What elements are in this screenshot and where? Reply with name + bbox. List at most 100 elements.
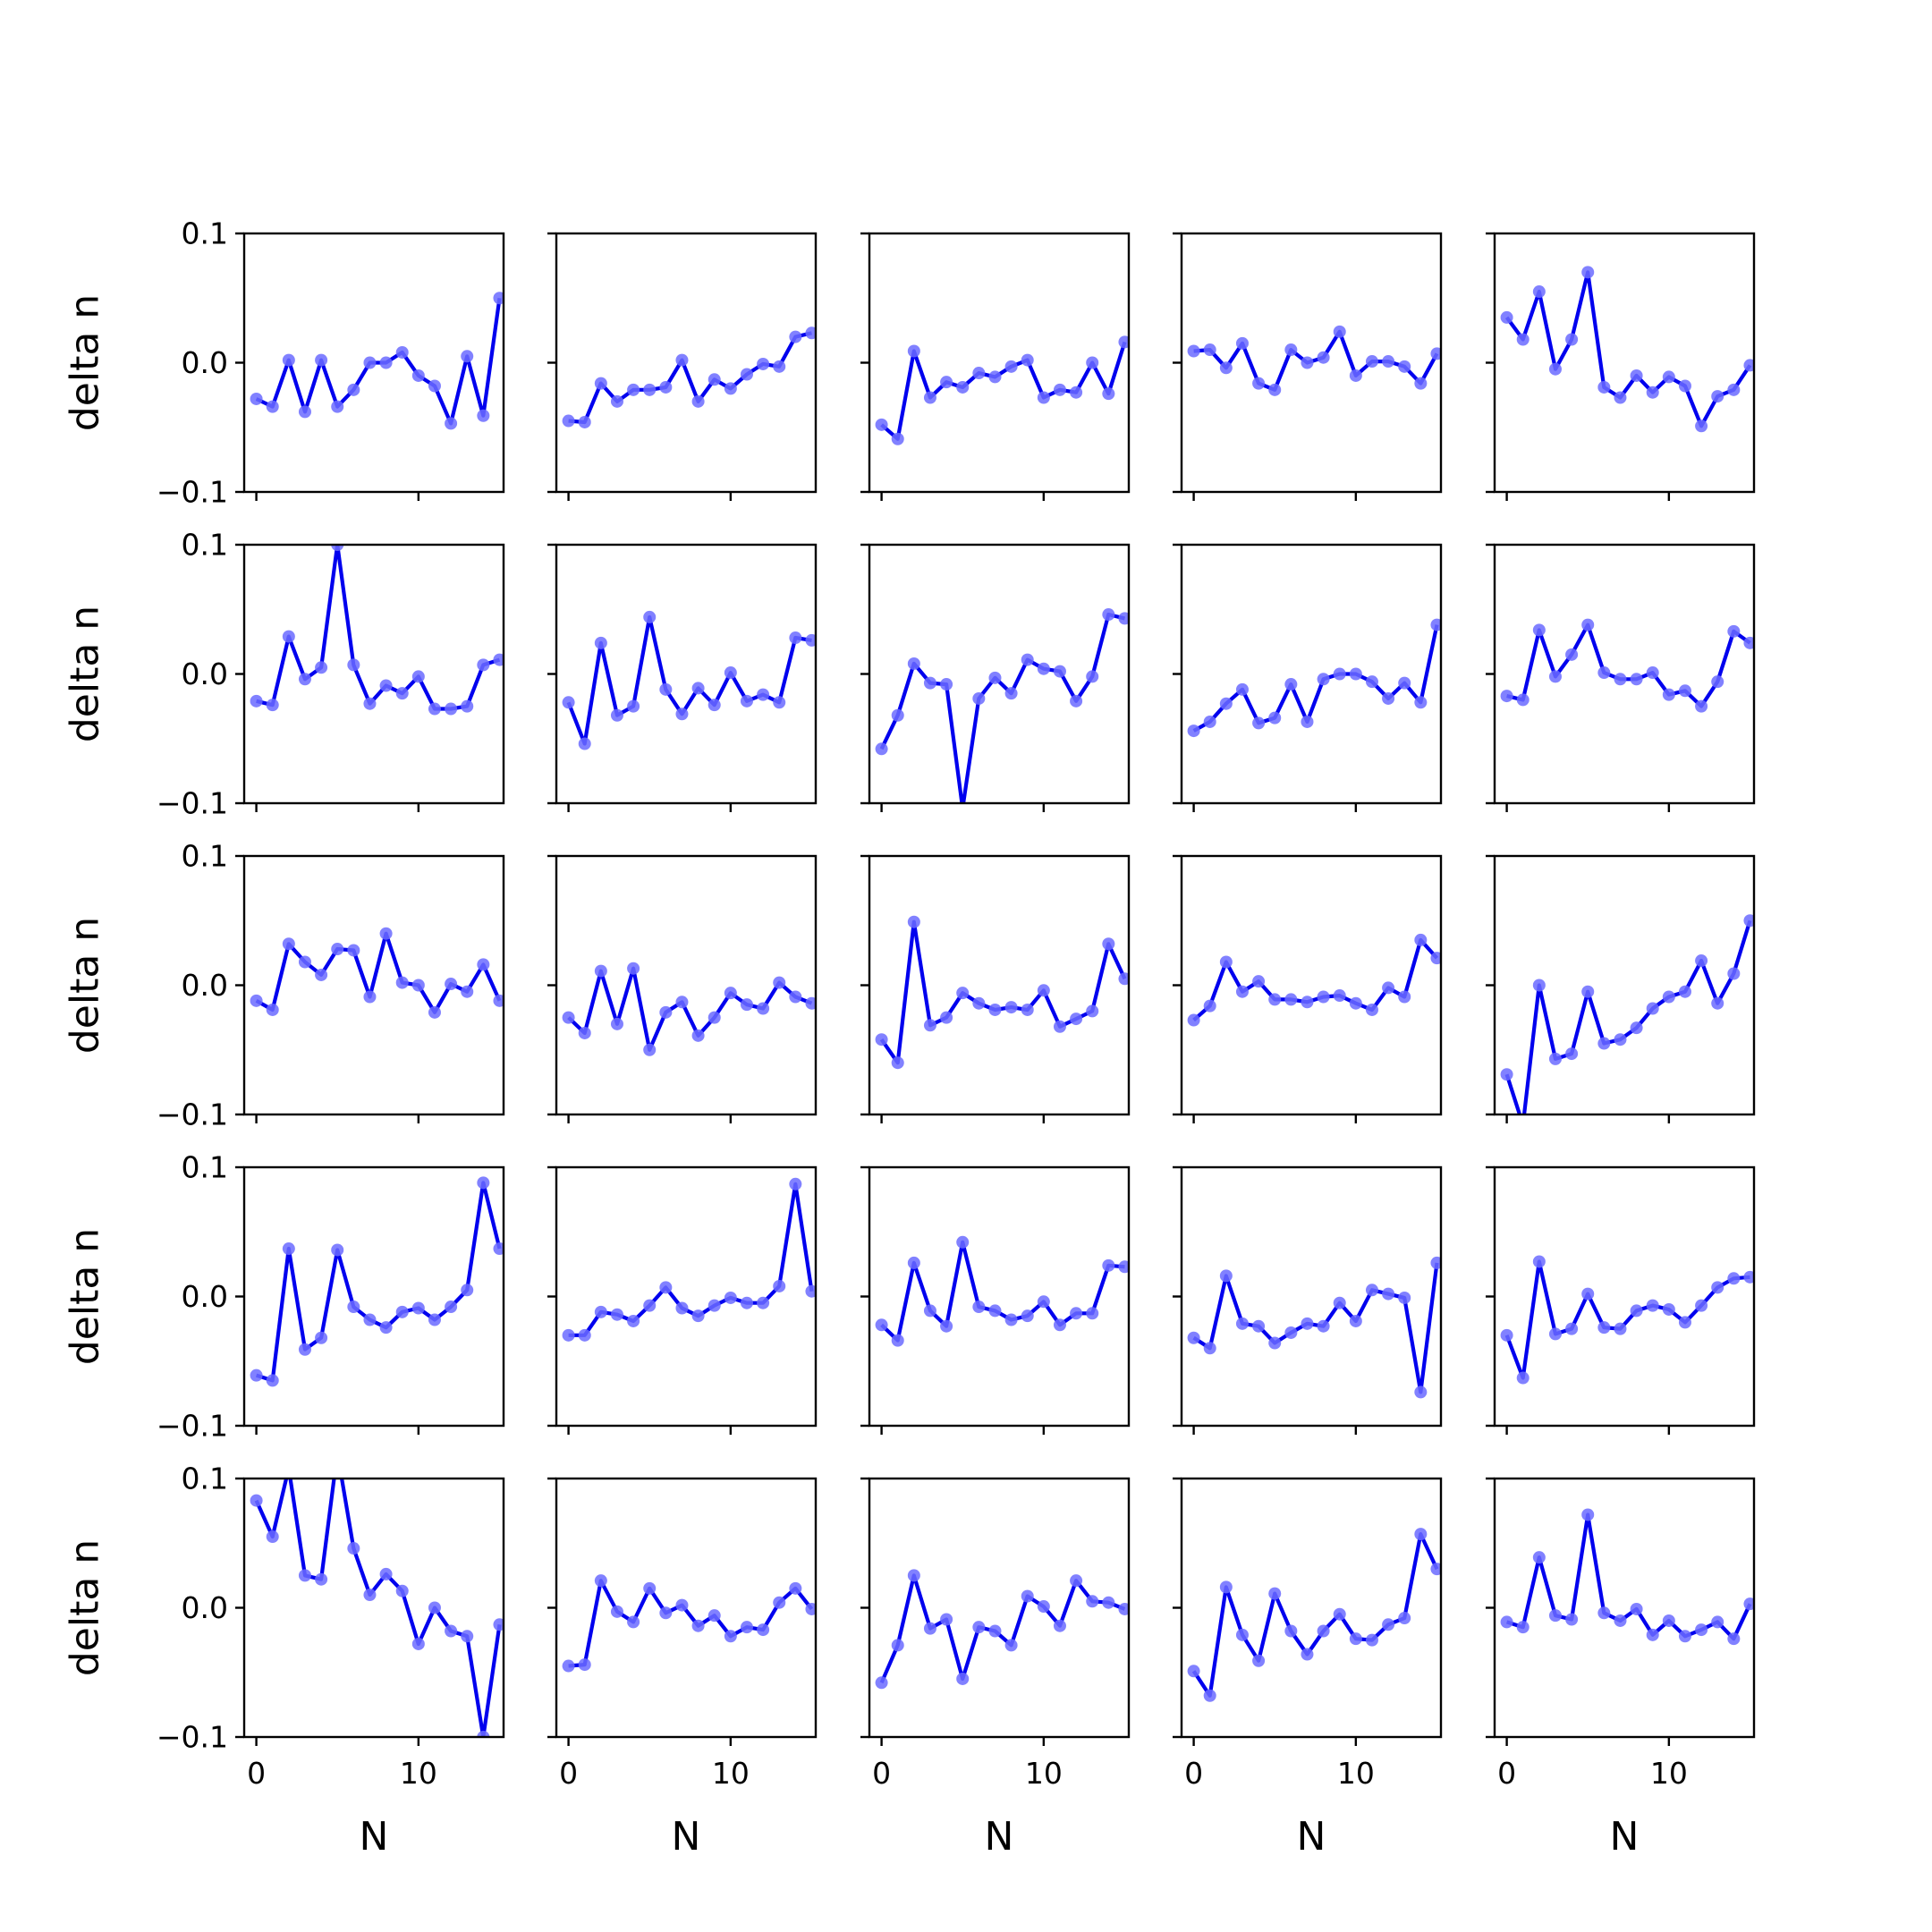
series [1500, 1508, 1754, 1646]
series-line [1192, 937, 1439, 1022]
axes-frame [555, 543, 818, 805]
data-point [1021, 1589, 1034, 1603]
data-point [250, 994, 263, 1007]
x-tick-label: 0 [247, 1756, 266, 1791]
y-tick-label: 0.0 [182, 1590, 228, 1625]
data-point [1021, 1003, 1034, 1016]
series [1187, 1528, 1441, 1702]
data-point [610, 394, 623, 408]
data-point [1695, 954, 1708, 968]
data-point [1301, 1317, 1314, 1330]
data-point [1565, 1322, 1579, 1335]
data-point [1532, 979, 1546, 992]
data-point [659, 1005, 673, 1019]
series-line [566, 614, 812, 746]
data-point [1317, 1624, 1330, 1638]
data-point [1053, 665, 1066, 678]
axes-frame [242, 1165, 505, 1428]
data-point [331, 1243, 344, 1257]
data-point [1414, 1385, 1428, 1399]
data-point [1646, 386, 1659, 399]
data-point [1678, 985, 1691, 998]
x-axis-label: N [985, 1814, 1014, 1860]
data-point [1630, 673, 1643, 686]
data-point [578, 1026, 591, 1039]
data-point [493, 994, 504, 1007]
data-point [1662, 1302, 1675, 1316]
subplot-r3-c5 [1486, 854, 1756, 1123]
subplot-r3-c4 [1173, 854, 1443, 1123]
data-point [250, 694, 263, 708]
data-point [643, 1581, 657, 1595]
data-point [298, 1569, 311, 1582]
data-point [789, 1177, 802, 1191]
data-point [1532, 285, 1546, 299]
data-point [740, 1296, 753, 1309]
series-line [879, 1573, 1126, 1684]
data-point [988, 370, 1002, 384]
data-point [1219, 1580, 1233, 1594]
data-point [1532, 1551, 1546, 1564]
data-point [315, 661, 328, 674]
data-point [1333, 325, 1346, 338]
data-point [1516, 1371, 1530, 1385]
data-point [347, 944, 360, 957]
data-point [610, 1017, 623, 1030]
data-point [1743, 359, 1754, 372]
data-point [1268, 711, 1282, 724]
data-point [907, 344, 920, 358]
y-tick-label: 0.0 [182, 1279, 228, 1314]
axes-frame [1493, 232, 1756, 494]
axes-frame [555, 1477, 818, 1739]
data-point [740, 368, 753, 381]
data-point [1646, 1628, 1659, 1641]
data-point [445, 1301, 458, 1314]
data-point [562, 1328, 575, 1342]
data-point [461, 350, 474, 363]
data-point [1662, 370, 1675, 384]
x-axis-label: N [672, 1814, 701, 1860]
data-point [1053, 1020, 1066, 1033]
data-point [1053, 383, 1066, 396]
y-tick-label: 0.1 [182, 1150, 228, 1185]
data-point [331, 545, 344, 551]
data-point [907, 915, 920, 928]
data-point [1711, 390, 1724, 403]
series-line [1504, 919, 1752, 1114]
data-point [411, 1637, 425, 1650]
data-point [379, 927, 393, 940]
series-line [568, 1579, 814, 1668]
data-point [1678, 684, 1691, 698]
subplot-r5-c1: −0.1 0.0 0.1 0 10 delta n N [63, 1446, 505, 1860]
data-point [610, 1308, 623, 1321]
data-point [1695, 1623, 1708, 1637]
series-line [880, 1240, 1125, 1343]
data-point [445, 1624, 458, 1638]
data-point [956, 987, 970, 1000]
data-point [875, 418, 888, 431]
data-point [805, 1602, 816, 1615]
data-point [347, 658, 360, 672]
axes-frame [1493, 543, 1756, 805]
subplot-r2-c1: −0.1 0.0 0.1 delta n [63, 528, 505, 821]
data-point [724, 1291, 737, 1304]
x-axis-label: N [1297, 1814, 1326, 1860]
data-point [1630, 1304, 1643, 1318]
data-point [1727, 624, 1741, 638]
y-tick-label: −0.1 [157, 786, 228, 821]
data-point [988, 1003, 1002, 1016]
y-tick-label: 0.0 [182, 968, 228, 1003]
data-point [1414, 377, 1428, 390]
data-point [1268, 1587, 1282, 1600]
data-point [757, 688, 770, 701]
x-tick-label: 0 [559, 1756, 578, 1791]
data-point [1284, 343, 1298, 357]
subplot-r1-c1: −0.1 0.0 0.1 delta n [63, 216, 505, 510]
data-point [708, 1011, 721, 1024]
y-tick-label: 0.1 [182, 528, 228, 563]
data-point [477, 409, 490, 422]
data-point [331, 1446, 343, 1459]
series [250, 292, 504, 430]
data-point [1349, 1314, 1362, 1327]
data-point [891, 1639, 904, 1652]
